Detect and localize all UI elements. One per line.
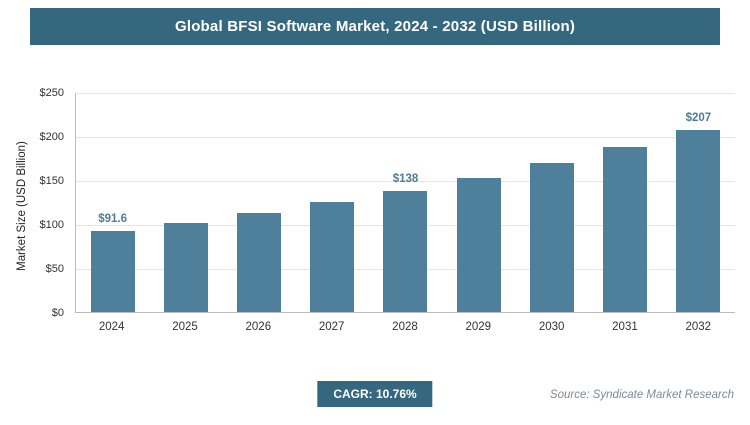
cagr-badge: CAGR: 10.76% — [317, 381, 433, 407]
bar-slot: $207 — [662, 93, 735, 312]
y-tick-label: $0 — [51, 307, 64, 319]
bar-slot — [296, 93, 369, 312]
bar-value-label: $91.6 — [98, 213, 127, 226]
x-tick-label: 2024 — [98, 321, 125, 333]
bar-slot — [589, 93, 662, 312]
bar-slot: $138 — [369, 93, 442, 312]
plot-area: $91.6 $138 $207 — [75, 93, 735, 313]
gridline — [76, 181, 735, 182]
chart-title: Global BFSI Software Market, 2024 - 2032… — [174, 18, 576, 35]
x-tick-label: 2029 — [465, 321, 492, 333]
bar-2028 — [383, 190, 428, 312]
bar-slot — [223, 93, 296, 312]
bar-value-label: $138 — [392, 172, 419, 185]
y-tick-label: $50 — [45, 263, 64, 275]
bar-2024 — [90, 231, 135, 312]
bar-slot: $91.6 — [76, 93, 149, 312]
chart-title-banner: Global BFSI Software Market, 2024 - 2032… — [30, 8, 720, 45]
bar-value-label: $207 — [685, 111, 712, 124]
x-tick-label: 2030 — [538, 321, 565, 333]
bar-2032 — [676, 129, 721, 312]
bar-chart: Market Size (USD Billion) $0 $50 $100 $150 $… — [0, 80, 750, 345]
y-axis-tick-labels: $0 $50 $100 $150 $200 $250 — [28, 87, 70, 319]
bar-2030 — [529, 163, 574, 312]
x-tick-label: 2028 — [392, 321, 418, 333]
x-axis-tick-labels: 2024 2025 2026 2027 2028 2029 2030 2031 2032 — [75, 321, 735, 333]
bars-container: $91.6 $138 $207 — [76, 93, 735, 312]
x-tick-label: 2027 — [318, 321, 345, 333]
bar-2029 — [456, 177, 501, 312]
y-tick-label: $200 — [39, 131, 64, 143]
gridline — [76, 137, 735, 138]
y-axis-title: Market Size (USD Billion) — [16, 141, 28, 271]
y-tick-label: $100 — [39, 219, 64, 231]
bar-slot — [149, 93, 222, 312]
bar-2025 — [163, 222, 208, 312]
x-tick-label: 2025 — [172, 321, 198, 333]
y-tick-label: $250 — [39, 87, 64, 99]
bar-slot — [515, 93, 588, 312]
bar-2027 — [310, 202, 355, 312]
gridline — [76, 93, 735, 94]
y-tick-label: $150 — [39, 175, 64, 187]
x-tick-label: 2031 — [612, 321, 638, 333]
bar-2031 — [603, 147, 648, 312]
bar-slot — [442, 93, 515, 312]
chart-footer: CAGR: 10.76% Source: Syndicate Market Re… — [0, 381, 750, 411]
x-tick-label: 2026 — [245, 321, 272, 333]
source-attribution: Source: Syndicate Market Research — [549, 389, 734, 401]
bar-2026 — [237, 213, 282, 312]
x-tick-label: 2032 — [685, 321, 712, 333]
